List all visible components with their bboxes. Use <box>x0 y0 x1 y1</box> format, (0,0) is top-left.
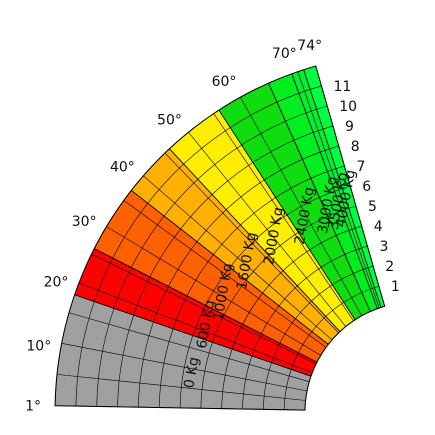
radius-label: 9 <box>345 119 354 135</box>
angle-label: 30° <box>72 214 97 230</box>
zone-label-0: 0 Kg <box>181 356 202 390</box>
grid-arc <box>179 185 351 408</box>
grid-arc <box>283 285 380 410</box>
radius-label: 5 <box>368 199 377 215</box>
chart-outline <box>54 65 386 411</box>
grid-arc <box>200 205 357 409</box>
grid-arc <box>117 125 334 407</box>
grid-arc <box>221 225 362 409</box>
radius-label: 11 <box>334 79 352 95</box>
angle-labels: 1° 10° 20° 30° 40° 50° 60° 70°74° <box>25 38 322 415</box>
angle-label: 74° <box>297 38 322 54</box>
radius-label: 2 <box>385 259 394 275</box>
radius-label: 7 <box>356 159 365 175</box>
chart-grid <box>55 71 380 411</box>
angle-label: 10° <box>26 339 51 355</box>
angle-label: 20° <box>44 274 69 290</box>
radius-label: 10 <box>339 99 357 115</box>
fan-outline <box>54 65 386 411</box>
grid-arc <box>96 105 328 407</box>
grid-arc <box>138 145 339 408</box>
radius-label: 4 <box>374 219 383 235</box>
angle-label: 1° <box>25 398 41 414</box>
grid-arc <box>75 85 322 407</box>
radius-labels: 1 2 3 4 5 6 7 8 9 10 11 <box>334 79 400 295</box>
load-zones <box>55 65 385 411</box>
grid-arc <box>242 245 368 409</box>
grid-arc <box>263 265 374 410</box>
grid-arc <box>158 165 345 408</box>
radius-label: 1 <box>391 279 400 295</box>
radius-label: 3 <box>379 239 388 255</box>
angle-label: 50° <box>157 112 182 128</box>
angle-label: 70° <box>272 46 297 62</box>
angle-label: 40° <box>110 159 135 175</box>
angle-label: 60° <box>212 74 237 90</box>
radius-label: 8 <box>351 139 360 155</box>
radius-label: 6 <box>362 179 371 195</box>
